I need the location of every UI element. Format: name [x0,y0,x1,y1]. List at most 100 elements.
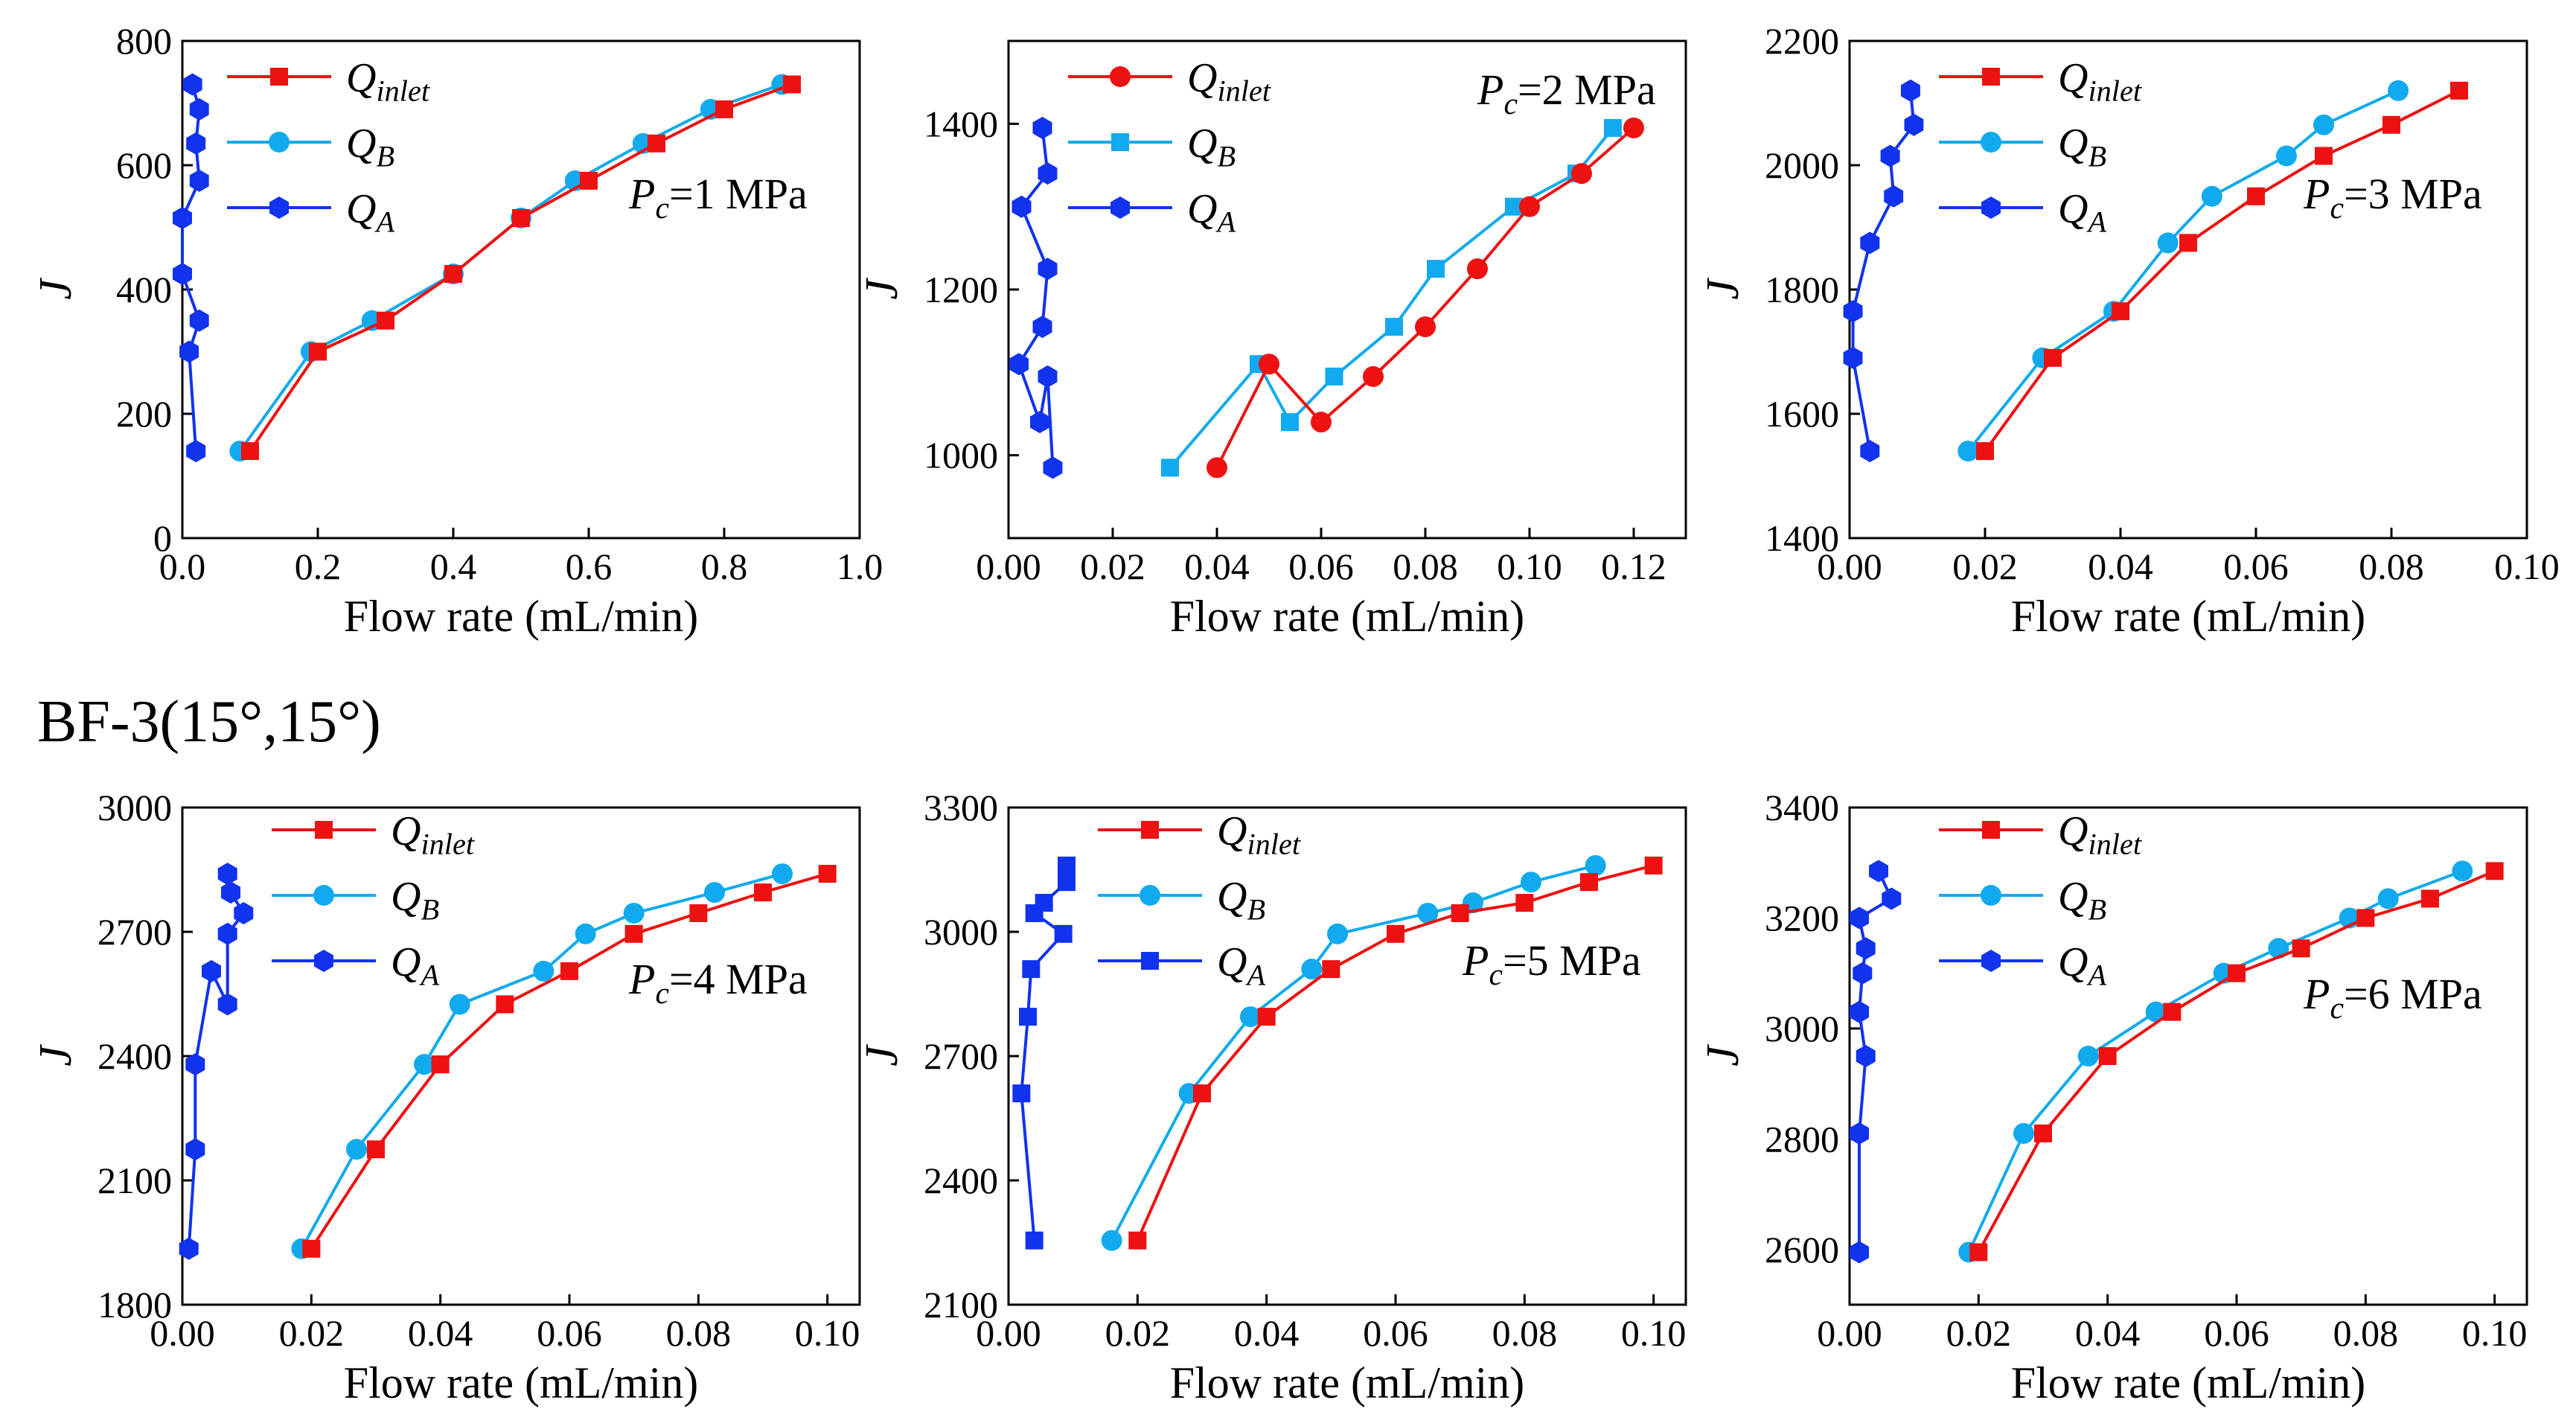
legend-marker-inlet [1982,68,2000,86]
y-tick-label: 1600 [1765,393,1839,435]
series-line-inlet [1977,869,2496,1253]
data-point-inlet [1467,258,1488,280]
x-tick-label: 0.12 [1601,546,1666,587]
pressure-annotation: Pc=1 MPa [628,170,808,226]
legend-label-b: QB [346,121,394,173]
data-point-a [1880,144,1900,167]
x-tick-label: 0.10 [1497,546,1562,587]
data-point-b [1161,458,1179,477]
data-point-a [1860,440,1880,463]
data-point-a [202,959,221,982]
x-tick-label: 0.00 [976,1312,1041,1354]
data-point-inlet [1623,117,1644,138]
data-point-a [1869,860,1888,883]
x-tick-label: 0.10 [795,1312,860,1354]
data-point-b [2157,232,2179,254]
plot-frame [1007,39,1687,540]
legend-label-b: QB [391,874,439,926]
pressure-annotation: Pc=2 MPa [1477,65,1656,121]
data-point-inlet [624,924,643,943]
y-tick-label: 3200 [1765,897,1839,939]
y-tick-label: 2100 [98,1160,172,1201]
data-point-a [1860,231,1880,255]
data-point-b [2388,80,2409,101]
legend-marker-b [1111,133,1129,151]
figure-label: BF-3(15°,15°) [37,689,381,755]
x-axis-label: Flow rate (mL/min) [2011,1358,2366,1407]
y-tick-label: 3000 [1765,1008,1839,1049]
y-tick-label: 2400 [98,1035,172,1077]
legend-marker-a [269,196,289,219]
series-line-inlet [1984,89,2460,453]
chart-panel-6: 0.00 0.02 0.04 0.06 0.08 0.10 2600 2800 3000 3200… [1698,787,2528,1407]
data-point-a [186,440,206,463]
legend-marker-a [1110,196,1130,219]
data-point-a [1011,195,1032,218]
legend-label-inlet: Qinlet [2058,55,2142,107]
x-tick-label: 0.06 [2204,1312,2269,1354]
data-point-inlet [2098,1047,2117,1065]
data-point-inlet [2112,302,2129,321]
legend-label-b: QB [2058,874,2106,926]
y-tick-label: 3400 [1765,787,1839,828]
data-point-inlet [1193,1084,1211,1103]
legend-label-a: QA [346,186,394,238]
data-point-inlet [2421,889,2439,908]
legend-label-a: QA [1187,186,1236,238]
y-tick-label: 800 [116,20,172,62]
data-point-a [1022,960,1041,979]
data-point-a [1882,887,1902,910]
data-point-a [1843,346,1863,369]
series-line-b [1966,89,2399,453]
y-axis-label: J [31,1044,81,1067]
data-point-a [1850,1000,1869,1023]
legend-marker-a [1981,950,2001,972]
x-tick-label: 0.00 [1817,1312,1882,1354]
x-tick-label: 0.08 [1492,1312,1558,1354]
data-point-b [575,923,596,944]
x-tick-label: 0.02 [1105,1312,1171,1354]
legend-label-a: QA [2058,939,2106,991]
data-point-a [1058,856,1076,875]
data-point-inlet [818,865,837,883]
data-point-a [189,309,209,332]
series-line-a [1851,90,1916,452]
data-point-inlet [1311,412,1332,433]
data-point-inlet [2315,147,2333,165]
x-tick-label: 0.02 [1952,546,2018,587]
data-point-a [1038,162,1058,185]
data-point-a [1843,300,1863,323]
x-tick-label: 0.10 [1621,1312,1687,1354]
legend-marker-a [1981,196,2001,219]
data-point-inlet [1580,873,1598,892]
legend-label-inlet: Qinlet [1217,808,1301,860]
data-point-a [1032,316,1052,339]
legend-label-b: QB [2058,121,2106,173]
y-tick-label: 2600 [1765,1229,1839,1270]
series-line-b [1110,863,1597,1241]
data-point-a [1032,116,1052,139]
chart-panel-2: 0.00 0.02 0.04 0.06 0.08 0.10 0.12 1000 1200 1400… [857,39,1687,641]
pressure-annotation: Pc=4 MPa [628,955,808,1011]
chart-panel-5: 0.00 0.02 0.04 0.06 0.08 0.10 2100 2400 2700 3000… [857,787,1687,1407]
data-point-b [2077,1046,2099,1067]
data-point-b [623,902,645,924]
data-point-b [1325,367,1343,386]
data-point-b [1327,923,1348,944]
data-point-inlet [2044,348,2062,367]
data-point-a [1904,113,1924,136]
data-point-b [449,994,470,1015]
data-point-a [1850,1122,1869,1145]
legend-marker-inlet [1110,66,1131,87]
data-point-a [173,263,192,286]
x-axis-label: Flow rate (mL/min) [344,1358,699,1407]
data-point-inlet [1515,894,1534,912]
plot-frame [181,806,861,1306]
data-point-inlet [302,1239,321,1258]
data-point-a [217,922,237,945]
data-point-inlet [1519,196,1540,217]
data-point-inlet [496,995,514,1014]
x-tick-label: 0.8 [701,546,748,587]
y-tick-label: 1200 [924,269,998,310]
y-axis-label: J [857,278,907,300]
